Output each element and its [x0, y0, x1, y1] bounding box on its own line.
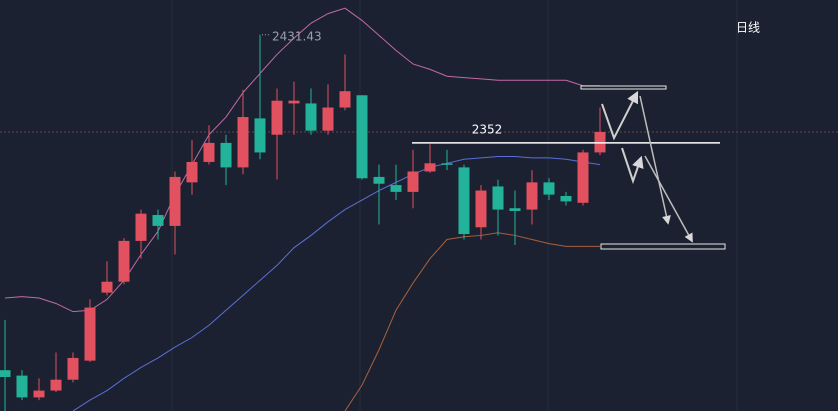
- candle-body: [356, 95, 368, 179]
- candle-body: [407, 171, 419, 192]
- arrow: [601, 90, 639, 141]
- candle-body: [118, 240, 130, 282]
- candle-body: [509, 208, 521, 211]
- resistance-box: [580, 85, 667, 90]
- candle-body: [254, 118, 266, 153]
- candle-body: [152, 215, 164, 226]
- candle-body: [458, 167, 470, 235]
- candle-body: [492, 186, 504, 210]
- candle-body: [135, 213, 147, 241]
- arrow: [639, 95, 671, 225]
- period-label: 日线: [736, 21, 760, 35]
- indicator-line: [344, 232, 600, 411]
- candle-body: [169, 176, 181, 226]
- annotations: [580, 85, 726, 250]
- indicator-line: [72, 156, 601, 411]
- candle-body: [424, 163, 436, 172]
- candle-body: [305, 103, 317, 131]
- candle-body: [203, 142, 215, 162]
- candle-body: [67, 357, 79, 380]
- candle-body: [322, 107, 334, 131]
- support-box: [600, 243, 726, 250]
- candle-body: [0, 370, 11, 377]
- candle-body: [441, 163, 453, 165]
- candle-body: [390, 185, 402, 192]
- candle-body: [543, 182, 555, 195]
- candle-body: [560, 195, 572, 202]
- high-label: 2431.43: [272, 29, 322, 43]
- candle-body: [101, 281, 113, 293]
- plot: 2431.43 2352: [0, 7, 838, 411]
- candle-body: [50, 379, 62, 391]
- candle-body: [577, 152, 589, 203]
- candle-body: [237, 117, 249, 168]
- candle-body: [373, 176, 385, 184]
- candle-body: [271, 100, 283, 135]
- indicator-line: [4, 7, 600, 313]
- candle-body: [186, 161, 198, 183]
- level-label: 2352: [472, 122, 503, 136]
- arrow: [644, 155, 693, 243]
- candle-body: [16, 375, 28, 398]
- candle-body: [220, 142, 232, 168]
- candle-body: [288, 100, 300, 104]
- candle-body: [33, 390, 45, 398]
- candle-body: [475, 190, 487, 228]
- candle-body: [526, 182, 538, 210]
- candle-body: [339, 91, 351, 108]
- candle-body: [84, 307, 96, 361]
- arrow: [621, 147, 644, 185]
